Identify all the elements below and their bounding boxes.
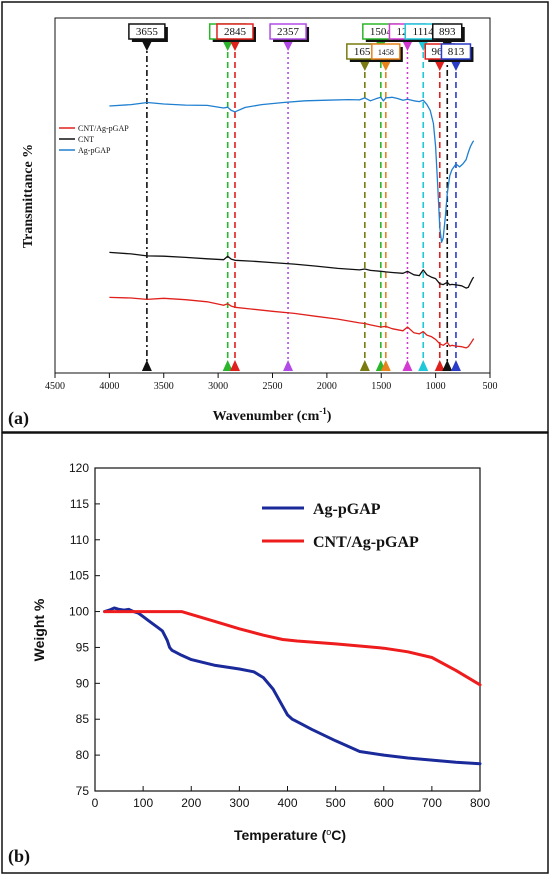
peak-bottom-arrow-962 [434, 360, 445, 371]
peak-bottom-arrow-2357 [283, 360, 294, 371]
peak-bottom-arrow-2845 [229, 360, 240, 371]
panel-b-frame [1, 432, 549, 874]
peak-label-3655: 3655 [136, 26, 159, 38]
peak-label-box-2357 [269, 23, 307, 40]
tga-x-tick-label: 700 [422, 796, 442, 810]
peak-bottom-arrow-1114 [418, 360, 429, 371]
tga-y-tick-label: 110 [70, 533, 89, 547]
peak-label-2845: 2845 [224, 26, 247, 38]
peak-top-arrow-1458 [380, 61, 391, 71]
peak-label-1114: 1114 [413, 26, 435, 38]
tga-x-tick-label: 0 [92, 796, 99, 810]
ftir-x-tick-label: 4500 [45, 381, 65, 392]
ftir-legend: CNT/Ag-pGAP CNT Ag-pGAP [59, 124, 129, 155]
tga-y-tick-label: 95 [76, 640, 90, 654]
peak-label-box-3655 [128, 23, 166, 40]
ftir-x-tick-label: 4000 [99, 381, 119, 392]
peak-top-arrow-2357 [283, 41, 294, 51]
ftir-x-ticks: 4500 4000 3500 3000 2500 2000 1500 1000 500 [45, 373, 498, 392]
peak-label-893: 893 [439, 26, 456, 38]
peak-bottom-arrow-1651 [359, 360, 370, 371]
tga-y-tick-label: 75 [76, 784, 90, 798]
peak-label-813: 813 [448, 46, 465, 58]
ftir-series-lines [109, 96, 475, 349]
ftir-x-tick-label: 1500 [371, 381, 391, 392]
tga-y-tick-label: 120 [69, 461, 89, 475]
peak-top-arrow-1259 [402, 41, 413, 51]
peak-label-box-1458 [371, 43, 401, 60]
ftir-legend-label-ag-pgap: Ag-pGAP [78, 146, 111, 155]
ftir-x-tick-label: 2000 [317, 381, 337, 392]
tga-x-tick-label: 600 [374, 796, 394, 810]
tga-series-lines [103, 606, 482, 766]
peak-top-arrow-813 [450, 61, 461, 71]
peak-label-1458: 1458 [378, 48, 394, 57]
peak-bottom-arrow-3655 [141, 360, 152, 371]
ftir-series-cnt [109, 251, 475, 289]
peak-top-arrow-2845 [229, 41, 240, 51]
tga-x-tick-label: 100 [133, 796, 153, 810]
peak-bottom-arrow-893 [442, 360, 453, 371]
tga-legend: Ag-pGAP CNT/Ag-pGAP [262, 501, 419, 551]
tga-y-axis-label: Weight % [31, 598, 47, 661]
ftir-series-ag-pgap [109, 96, 475, 243]
peak-bottom-arrow-1259 [402, 360, 413, 371]
tga-y-tick-label: 105 [69, 569, 89, 583]
peak-top-arrow-1651 [359, 61, 370, 71]
ftir-y-axis-label: Transmittance % [21, 144, 36, 248]
ftir-peak-markers: 3655291228452357165115041458125911149628… [128, 23, 474, 371]
ftir-legend-label-cnt-ag-pgap: CNT/Ag-pGAP [78, 124, 129, 133]
tga-y-tick-label: 100 [69, 605, 89, 619]
panel-b-label: (b) [8, 846, 30, 867]
tga-legend-label-cnt-ag-pgap: CNT/Ag-pGAP [313, 534, 419, 551]
peak-bottom-arrow-1458 [380, 360, 391, 371]
ftir-x-tick-label: 3500 [154, 381, 174, 392]
peak-top-arrow-3655 [141, 41, 152, 51]
ftir-series-cnt-ag-pgap [109, 296, 475, 349]
peak-label-1651: 1651 [354, 46, 376, 58]
ftir-x-tick-label: 2500 [263, 381, 283, 392]
tga-y-tick-label: 115 [70, 497, 89, 511]
peak-label-box-813 [440, 43, 472, 60]
panel-a-label: (a) [8, 408, 29, 429]
panel-a: 3655291228452357165115041458125911149628… [1, 1, 549, 433]
peak-label-1504: 1504 [370, 26, 393, 38]
peak-label-box-893 [432, 23, 463, 40]
tga-series-cnt-ag-pgap [103, 610, 482, 687]
peak-label-box-2845 [216, 23, 254, 40]
panel-a-frame [1, 1, 549, 433]
tga-x-tick-label: 200 [181, 796, 201, 810]
panel-b: 0 100 200 300 400 500 600 700 800 75 80 85 90 95 100 10… [1, 432, 549, 874]
tga-x-axis-label: Temperature (oC) [234, 827, 346, 843]
ftir-x-tick-label: 500 [483, 381, 498, 392]
tga-legend-label-ag-pgap: Ag-pGAP [313, 501, 381, 518]
tga-y-tick-label: 90 [76, 676, 90, 690]
peak-top-arrow-2912 [222, 41, 233, 51]
tga-x-tick-label: 500 [326, 796, 346, 810]
ftir-legend-label-cnt: CNT [78, 135, 94, 144]
tga-y-tick-label: 80 [76, 748, 90, 762]
tga-x-tick-label: 300 [229, 796, 249, 810]
peak-bottom-arrow-2912 [222, 360, 233, 371]
ftir-x-axis-label: Wavenumber (cm-1) [213, 406, 332, 424]
ftir-x-tick-label: 1000 [426, 381, 446, 392]
tga-x-tick-label: 800 [470, 796, 490, 810]
peak-bottom-arrow-813 [450, 360, 461, 371]
peak-label-2357: 2357 [277, 26, 300, 38]
peak-top-arrow-962 [434, 61, 445, 71]
tga-ticks: 0 100 200 300 400 500 600 700 800 75 80 85 90 95 100 10… [69, 461, 490, 810]
tga-x-tick-label: 400 [277, 796, 297, 810]
tga-y-tick-label: 85 [76, 712, 90, 726]
ftir-x-tick-label: 3000 [208, 381, 228, 392]
